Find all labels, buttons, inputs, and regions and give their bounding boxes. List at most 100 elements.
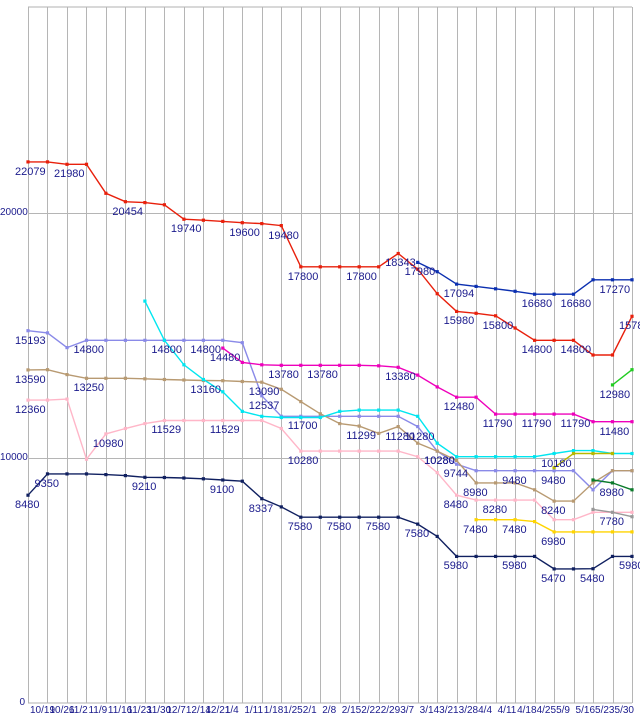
series-marker [513, 481, 517, 485]
series-marker [552, 469, 556, 473]
series-marker [240, 360, 244, 364]
series-marker [201, 477, 205, 481]
series-marker [591, 507, 595, 511]
data-point-label: 14800 [73, 344, 105, 357]
series-marker [474, 469, 478, 473]
series-marker [338, 422, 342, 426]
x-axis-tick-label: 11/23 [127, 705, 152, 716]
series-marker [610, 353, 615, 357]
data-point-label: 8980 [599, 486, 624, 499]
series-marker [455, 395, 459, 399]
series-marker [591, 510, 595, 514]
series-marker [318, 415, 322, 420]
series-marker [455, 458, 459, 462]
data-point-label: 11529 [209, 424, 240, 437]
series-marker [357, 408, 361, 412]
series-marker [162, 418, 166, 423]
data-point-label: 11790 [521, 418, 552, 431]
series-marker [571, 518, 576, 522]
data-point-label: 8480 [443, 499, 469, 512]
series-marker [143, 475, 147, 479]
series-marker [455, 309, 459, 313]
x-axis-tick-label: 11/9 [88, 705, 108, 716]
data-point-label: 14800 [190, 344, 221, 357]
series-marker [338, 409, 342, 413]
series-marker [630, 278, 634, 282]
x-axis-tick-label: 1/11 [244, 705, 264, 716]
series-marker [377, 414, 381, 418]
series-marker [513, 289, 517, 293]
data-point-label: 15193 [15, 334, 46, 347]
series-marker [104, 376, 108, 380]
series-marker [494, 518, 498, 522]
series-line [222, 347, 632, 423]
series-marker [84, 162, 89, 166]
series-marker [416, 425, 420, 429]
series-marker [416, 260, 420, 264]
series-marker [533, 520, 537, 524]
data-point-label: 5980 [619, 560, 640, 573]
series-line [28, 161, 633, 356]
series-marker [26, 493, 30, 497]
data-point-label: 18343 [385, 257, 416, 270]
series-line [27, 473, 632, 570]
series-marker [552, 292, 556, 296]
data-point-label: 10280 [424, 455, 455, 468]
x-axis-tick-label: 5/23 [595, 705, 615, 716]
data-point-label: 9480 [541, 474, 566, 487]
series-marker [221, 478, 225, 482]
series-marker [494, 455, 498, 459]
series-marker [533, 498, 537, 502]
series-marker [494, 554, 498, 558]
series-marker [338, 363, 342, 367]
series-marker [610, 451, 615, 456]
series-marker [533, 338, 537, 342]
grid-layer [28, 6, 633, 704]
series-marker [435, 292, 439, 296]
series-layer [26, 160, 634, 571]
x-axis-tick-label: 2/15 [341, 705, 362, 716]
series-marker [571, 338, 576, 342]
data-point-label: 17800 [287, 270, 319, 283]
series-marker [571, 499, 576, 503]
series-marker [221, 390, 225, 394]
series-marker [513, 326, 517, 330]
series-marker [474, 311, 478, 315]
series-marker [221, 379, 225, 383]
series-marker [513, 412, 517, 416]
x-axis-tick-label: 5/30 [614, 705, 634, 716]
series-marker [143, 422, 147, 426]
series-marker [513, 469, 517, 473]
x-axis-tick-label: 3/21 [439, 705, 459, 716]
series-marker [338, 449, 342, 453]
series-marker [84, 472, 89, 476]
series-marker [201, 218, 205, 222]
series-marker [494, 481, 498, 485]
series-marker [182, 418, 186, 423]
data-point-label: 5470 [541, 572, 566, 585]
series-marker [416, 455, 420, 459]
series-marker [552, 518, 556, 522]
x-axis-tick-label: 4/18 [517, 705, 537, 716]
x-axis-tick-label: 3/7 [400, 705, 415, 716]
series-marker [455, 554, 459, 558]
series-marker [162, 377, 166, 382]
data-point-label: 9350 [34, 477, 59, 490]
series-marker [279, 505, 283, 509]
series-line [144, 300, 632, 458]
data-point-label: 13780 [307, 369, 338, 382]
x-axis-tick-label: 4/25 [536, 705, 557, 716]
series-marker [123, 338, 127, 342]
data-point-label: 10980 [92, 437, 124, 450]
series-marker [240, 409, 244, 413]
data-point-label: 8480 [15, 499, 40, 512]
series-marker [552, 451, 556, 456]
y-axis-tick-label: 0 [19, 697, 25, 708]
series-marker [65, 162, 69, 166]
data-point-label: 15980 [443, 315, 475, 328]
series-marker [630, 469, 634, 473]
data-point-label: 13160 [190, 384, 221, 397]
data-point-label: 11700 [287, 420, 318, 433]
data-point-label: 21980 [53, 168, 85, 181]
x-axis-tick-label: 1/4 [224, 705, 239, 716]
